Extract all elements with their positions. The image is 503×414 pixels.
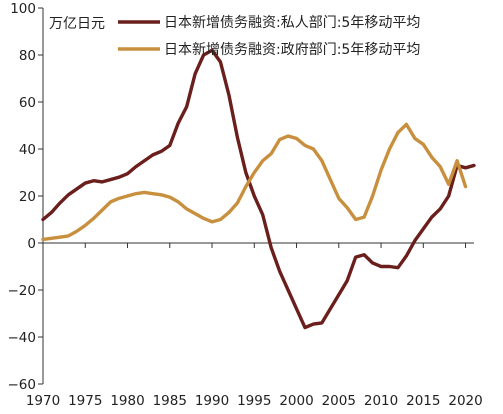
- x-tick-label: 1985: [153, 393, 187, 409]
- unit-label: 万亿日元: [49, 16, 105, 32]
- x-tick-label: 1995: [237, 393, 271, 409]
- y-tick-label: 60: [19, 95, 36, 111]
- y-tick-label: 40: [19, 142, 36, 158]
- axes: [42, 8, 474, 384]
- x-tick-label: 1970: [26, 393, 60, 409]
- y-tick-label: −60: [8, 377, 37, 393]
- series-line-1: [41, 48, 476, 330]
- y-tick-label: 20: [19, 189, 36, 205]
- x-axis-ticks: 1970 1975 1980 1985 1990 1995 2000 2005 2010 2015…: [26, 243, 483, 409]
- x-tick-label: 1975: [68, 393, 102, 409]
- x-tick-label: 2010: [364, 393, 398, 409]
- y-tick-label: −20: [8, 283, 37, 299]
- y-tick-label: 100: [10, 1, 36, 17]
- legend-label: 日本新增债务融资:政府部门:5年移动平均: [164, 42, 420, 58]
- x-tick-label: 1980: [110, 393, 144, 409]
- x-tick-label: 2020: [448, 393, 482, 409]
- y-tick-label: −40: [8, 330, 37, 346]
- y-axis-ticks: 100 80 60 40 20 0 −20 −40 −60: [8, 1, 43, 393]
- legend-label: 日本新增债务融资:私人部门:5年移动平均: [164, 15, 420, 31]
- series-lines: [41, 48, 476, 330]
- x-tick-label: 1990: [195, 393, 229, 409]
- x-tick-label: 2015: [406, 393, 440, 409]
- y-tick-label: 0: [27, 236, 36, 252]
- x-tick-label: 2005: [322, 393, 356, 409]
- series-line-2: [41, 122, 468, 242]
- y-tick-label: 80: [19, 48, 36, 64]
- x-tick-label: 2000: [279, 393, 313, 409]
